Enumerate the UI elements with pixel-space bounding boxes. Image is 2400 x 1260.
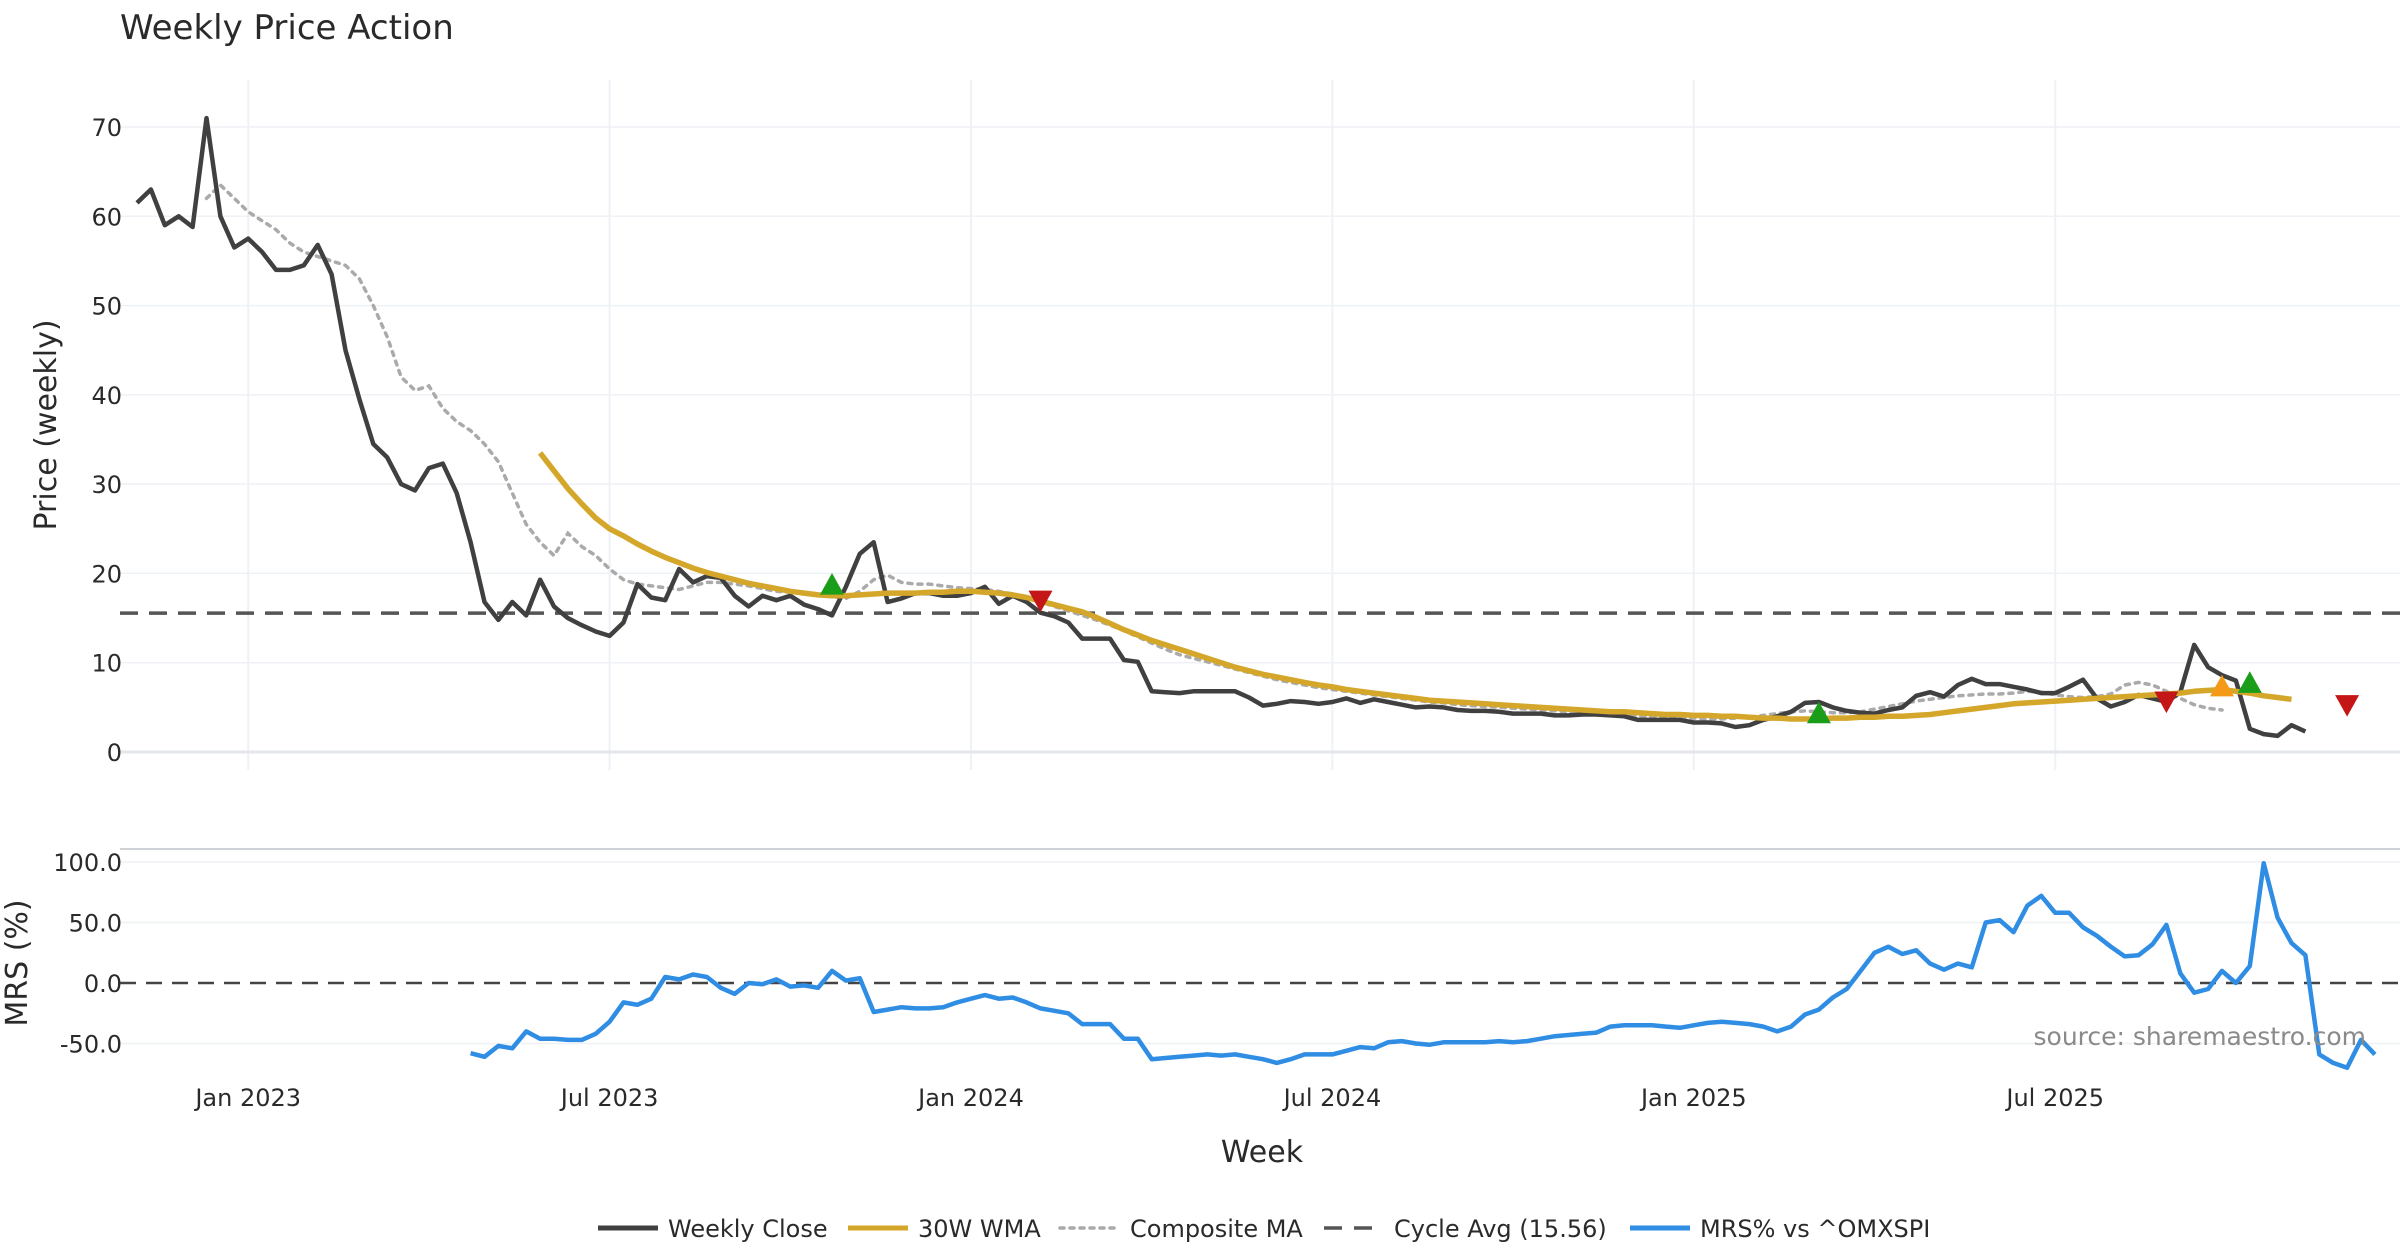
sell-signal-marker	[2335, 695, 2360, 717]
sell-signal-marker	[1028, 590, 1053, 613]
mrs-y-tick-label: -50.0	[60, 1031, 122, 1059]
mrs-y-tick-label: 100.0	[53, 849, 122, 877]
x-tick-label: Jan 2024	[916, 1084, 1024, 1112]
x-tick-label: Jul 2023	[559, 1084, 659, 1112]
x-tick-label: Jan 2025	[1639, 1084, 1747, 1112]
legend-label: Composite MA	[1130, 1215, 1303, 1243]
x-axis-title: Week	[1221, 1135, 1304, 1170]
price-y-axis-title: Price (weekly)	[29, 319, 64, 530]
legend-label: Cycle Avg (15.56)	[1394, 1215, 1607, 1243]
wma-30w-line	[537, 451, 2292, 722]
legend: Weekly Close 30W WMA Composite MA Cycle Avg…	[598, 1215, 1930, 1243]
source-note: source: sharemaestro.com	[2034, 1022, 2367, 1051]
legend-item: Composite MA	[1058, 1215, 1303, 1243]
warn-signal-marker	[2210, 674, 2234, 697]
composite-ma-line	[204, 182, 2224, 721]
mrs-y-tick-label: 50.0	[69, 910, 122, 938]
price-y-tick-label: 70	[91, 114, 122, 142]
mrs-line	[470, 860, 2377, 1070]
price-y-tick-label: 0	[107, 739, 122, 767]
mrs-y-axis-title: MRS (%)	[0, 899, 35, 1026]
x-tick-label: Jan 2023	[193, 1084, 301, 1112]
price-y-tick-label: 20	[91, 560, 122, 588]
chart-title: Weekly Price Action	[120, 8, 454, 48]
buy-signal-marker	[2237, 671, 2262, 693]
price-panel: 0 10 20 30 40 50 60 70	[91, 80, 2400, 770]
x-tick-label: Jul 2025	[2004, 1084, 2104, 1112]
price-y-tick-label: 10	[91, 650, 122, 678]
legend-label: MRS% vs ^OMXSPI	[1700, 1215, 1930, 1243]
legend-label: 30W WMA	[918, 1215, 1041, 1243]
legend-item: Cycle Avg (15.56)	[1324, 1215, 1607, 1243]
legend-item: MRS% vs ^OMXSPI	[1630, 1215, 1930, 1243]
buy-signal-marker	[820, 573, 844, 595]
price-y-tick-label: 60	[91, 203, 122, 231]
legend-label: Weekly Close	[668, 1215, 828, 1243]
weekly-close-line	[135, 115, 2307, 739]
legend-item: 30W WMA	[848, 1215, 1041, 1243]
mrs-panel: Jan 2023 Jul 2023 Jan 2024 Jul 2024 Jan 2025…	[53, 848, 2400, 1112]
mrs-y-tick-label: 0.0	[84, 970, 122, 998]
price-y-tick-label: 40	[91, 382, 122, 410]
price-y-tick-label: 50	[91, 293, 122, 321]
price-y-tick-label: 30	[91, 471, 122, 499]
sell-signal-marker	[2154, 691, 2179, 714]
legend-item: Weekly Close	[598, 1215, 828, 1243]
x-tick-label: Jul 2024	[1282, 1084, 1382, 1112]
buy-signal-marker	[1806, 701, 1831, 724]
